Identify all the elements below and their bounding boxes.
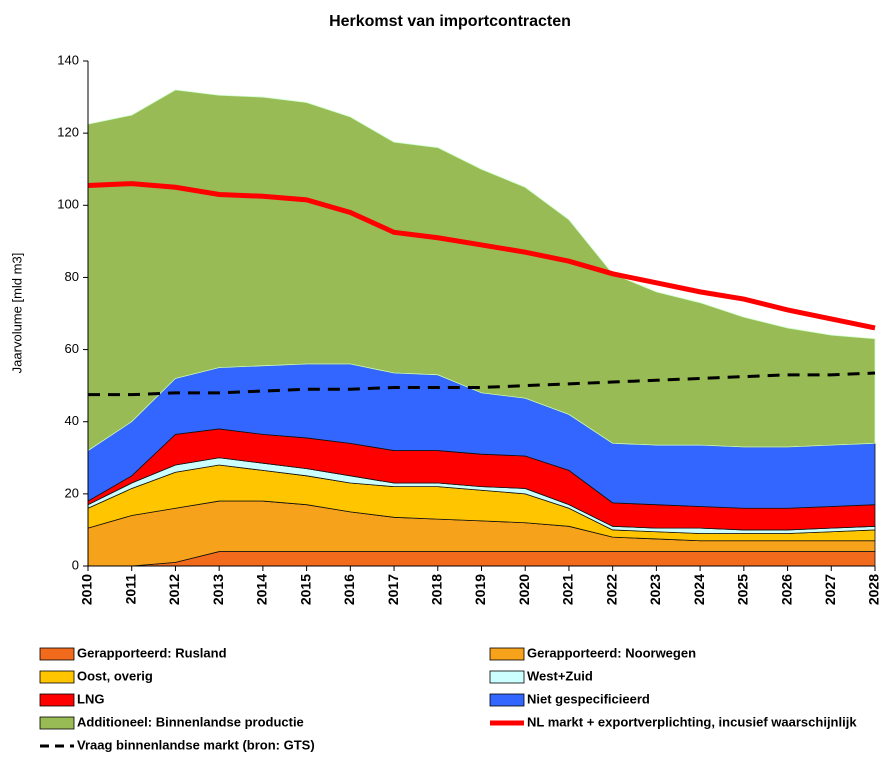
x-tick-label: 2023	[647, 574, 663, 605]
area	[87, 89, 876, 452]
legend-swatch	[39, 647, 75, 661]
legend-swatch	[489, 647, 525, 661]
line	[87, 181, 876, 331]
x-tick-label: 2020	[516, 574, 532, 605]
y-axis-label: Jaarvolume [mld m3]	[9, 253, 24, 374]
x-tick-label: 2014	[254, 574, 270, 605]
legend-label: Oost, overig	[77, 668, 153, 683]
y-tick-label: 140	[57, 52, 79, 67]
legend-swatch	[39, 670, 75, 684]
x-tick-label: 2021	[560, 574, 576, 605]
x-tick-label: 2011	[122, 574, 138, 605]
x-tick-label: 2017	[385, 574, 401, 605]
legend-swatch	[489, 670, 525, 684]
legend-label: Additioneel: Binnenlandse productie	[77, 714, 304, 729]
legend-label: West+Zuid	[527, 668, 593, 683]
y-tick-label: 20	[65, 485, 79, 500]
line	[88, 371, 876, 397]
legend-label: LNG	[77, 691, 104, 706]
y-tick-label: 0	[72, 557, 79, 572]
legend-label: Vraag binnenlandse markt (bron: GTS)	[77, 737, 315, 752]
x-tick-label: 2012	[166, 574, 182, 605]
y-tick-label: 100	[57, 197, 79, 212]
x-tick-label: 2024	[691, 574, 707, 605]
x-tick-label: 2019	[472, 574, 488, 605]
legend-label: Gerapporteerd: Rusland	[77, 645, 227, 660]
x-tick-label: 2026	[778, 574, 794, 605]
x-tick-label: 2022	[603, 574, 619, 605]
legend-swatch	[39, 693, 75, 707]
y-tick-label: 40	[65, 413, 79, 428]
legend-label: Gerapporteerd: Noorwegen	[527, 645, 696, 660]
x-tick-label: 2018	[428, 574, 444, 605]
chart-title: Herkomst van importcontracten	[329, 13, 571, 30]
legend-label: Niet gespecificieerd	[527, 691, 650, 706]
legend-swatch	[489, 693, 525, 707]
y-tick-label: 120	[57, 125, 79, 140]
legend-label: NL markt + exportverplichting, incusief …	[527, 714, 857, 729]
x-tick-label: 2015	[297, 574, 313, 605]
x-tick-label: 2010	[79, 574, 95, 605]
x-tick-label: 2028	[866, 574, 882, 605]
y-tick-label: 60	[65, 341, 79, 356]
x-tick-label: 2013	[210, 574, 226, 605]
legend-swatch	[39, 716, 75, 730]
x-tick-label: 2027	[822, 574, 838, 605]
y-tick-label: 80	[65, 269, 79, 284]
x-tick-label: 2025	[735, 574, 751, 605]
x-tick-label: 2016	[341, 574, 357, 605]
